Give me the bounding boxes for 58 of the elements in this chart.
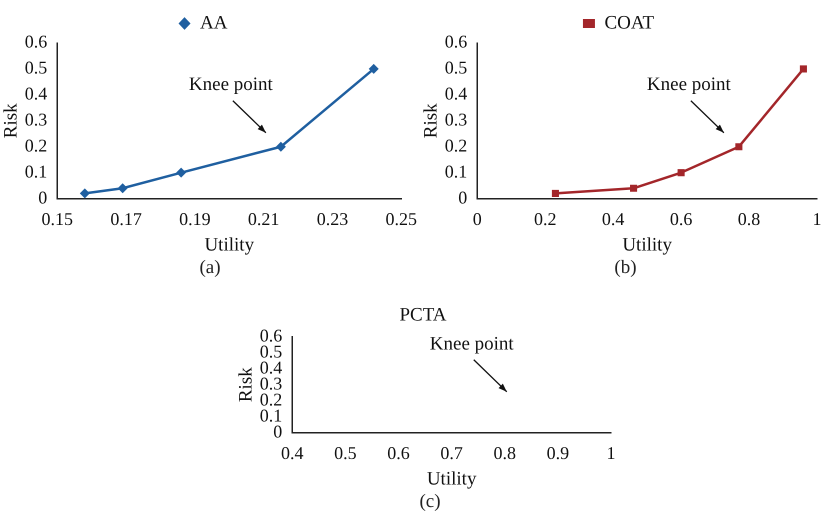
text: (a) <box>198 257 222 279</box>
x-tick-label: 1 <box>812 209 822 230</box>
text: (b) <box>613 257 638 279</box>
point <box>368 64 379 74</box>
point <box>118 183 128 194</box>
x-tick-label: 0.6 <box>670 209 692 230</box>
x-tick-label: 0.17 <box>110 209 142 230</box>
y-tick-label: 0.4 <box>444 84 468 104</box>
y-tick-label: 0.2 <box>444 135 468 156</box>
point <box>800 65 807 72</box>
point <box>176 168 186 178</box>
y-axis-title: Risk <box>0 102 22 138</box>
annotation: Knee point <box>646 74 732 96</box>
legend-label: COAT <box>604 12 654 34</box>
x-axis-title: Utility <box>204 234 255 256</box>
y-axis-title: Risk <box>235 366 256 402</box>
text: (c) <box>418 491 442 513</box>
x-tick-label: 0.4 <box>602 209 624 230</box>
y-tick-label: 0.1 <box>444 161 468 182</box>
point <box>80 188 90 198</box>
x-tick-label: 0.15 <box>42 209 74 230</box>
x-tick-label: 0.8 <box>494 443 516 464</box>
point <box>276 142 286 152</box>
y-tick-label: 0.5 <box>24 58 48 78</box>
point <box>735 143 742 150</box>
x-tick-label: 0.8 <box>738 209 760 230</box>
x-tick-label: 0.19 <box>179 209 211 230</box>
x-tick-label: 0.23 <box>316 209 348 230</box>
y-tick-label: 0.4 <box>24 84 48 104</box>
y-tick-label: 0.3 <box>24 110 48 130</box>
x-tick-label: 0.6 <box>387 443 410 464</box>
y-tick-label: 0.6 <box>24 32 48 52</box>
x-tick-label: 0.21 <box>248 209 280 230</box>
y-tick-label: 0.1 <box>24 161 48 182</box>
x-tick-label: 0.25 <box>386 209 417 230</box>
legend-label: AA <box>200 12 228 34</box>
x-tick-label: 0.4 <box>281 443 304 464</box>
y-tick-label: 0.6 <box>444 32 468 52</box>
point <box>630 184 638 192</box>
x-tick-label: 0.7 <box>440 443 463 464</box>
x-tick-label: 0.5 <box>334 443 357 464</box>
x-tick-label: 0.2 <box>534 209 556 230</box>
chart-title: PCTA <box>399 304 447 326</box>
x-axis-title: Utility <box>426 468 477 490</box>
y-tick-label: 0.3 <box>444 110 468 130</box>
annotation: Knee point <box>188 74 274 96</box>
y-tick-label: 0.5 <box>444 58 468 78</box>
y-tick-label: 0 <box>38 187 48 208</box>
x-tick-label: 0 <box>472 209 482 230</box>
x-tick-label: 1 <box>606 443 616 464</box>
x-axis-title: Utility <box>622 234 672 256</box>
point <box>678 169 685 176</box>
y-tick-label: 0 <box>458 187 468 208</box>
y-axis-title: Risk <box>420 102 442 138</box>
annotation: Knee point <box>430 333 514 354</box>
y-tick-label: 0.2 <box>24 135 48 156</box>
point <box>552 190 559 197</box>
x-tick-label: 0.9 <box>546 443 570 464</box>
